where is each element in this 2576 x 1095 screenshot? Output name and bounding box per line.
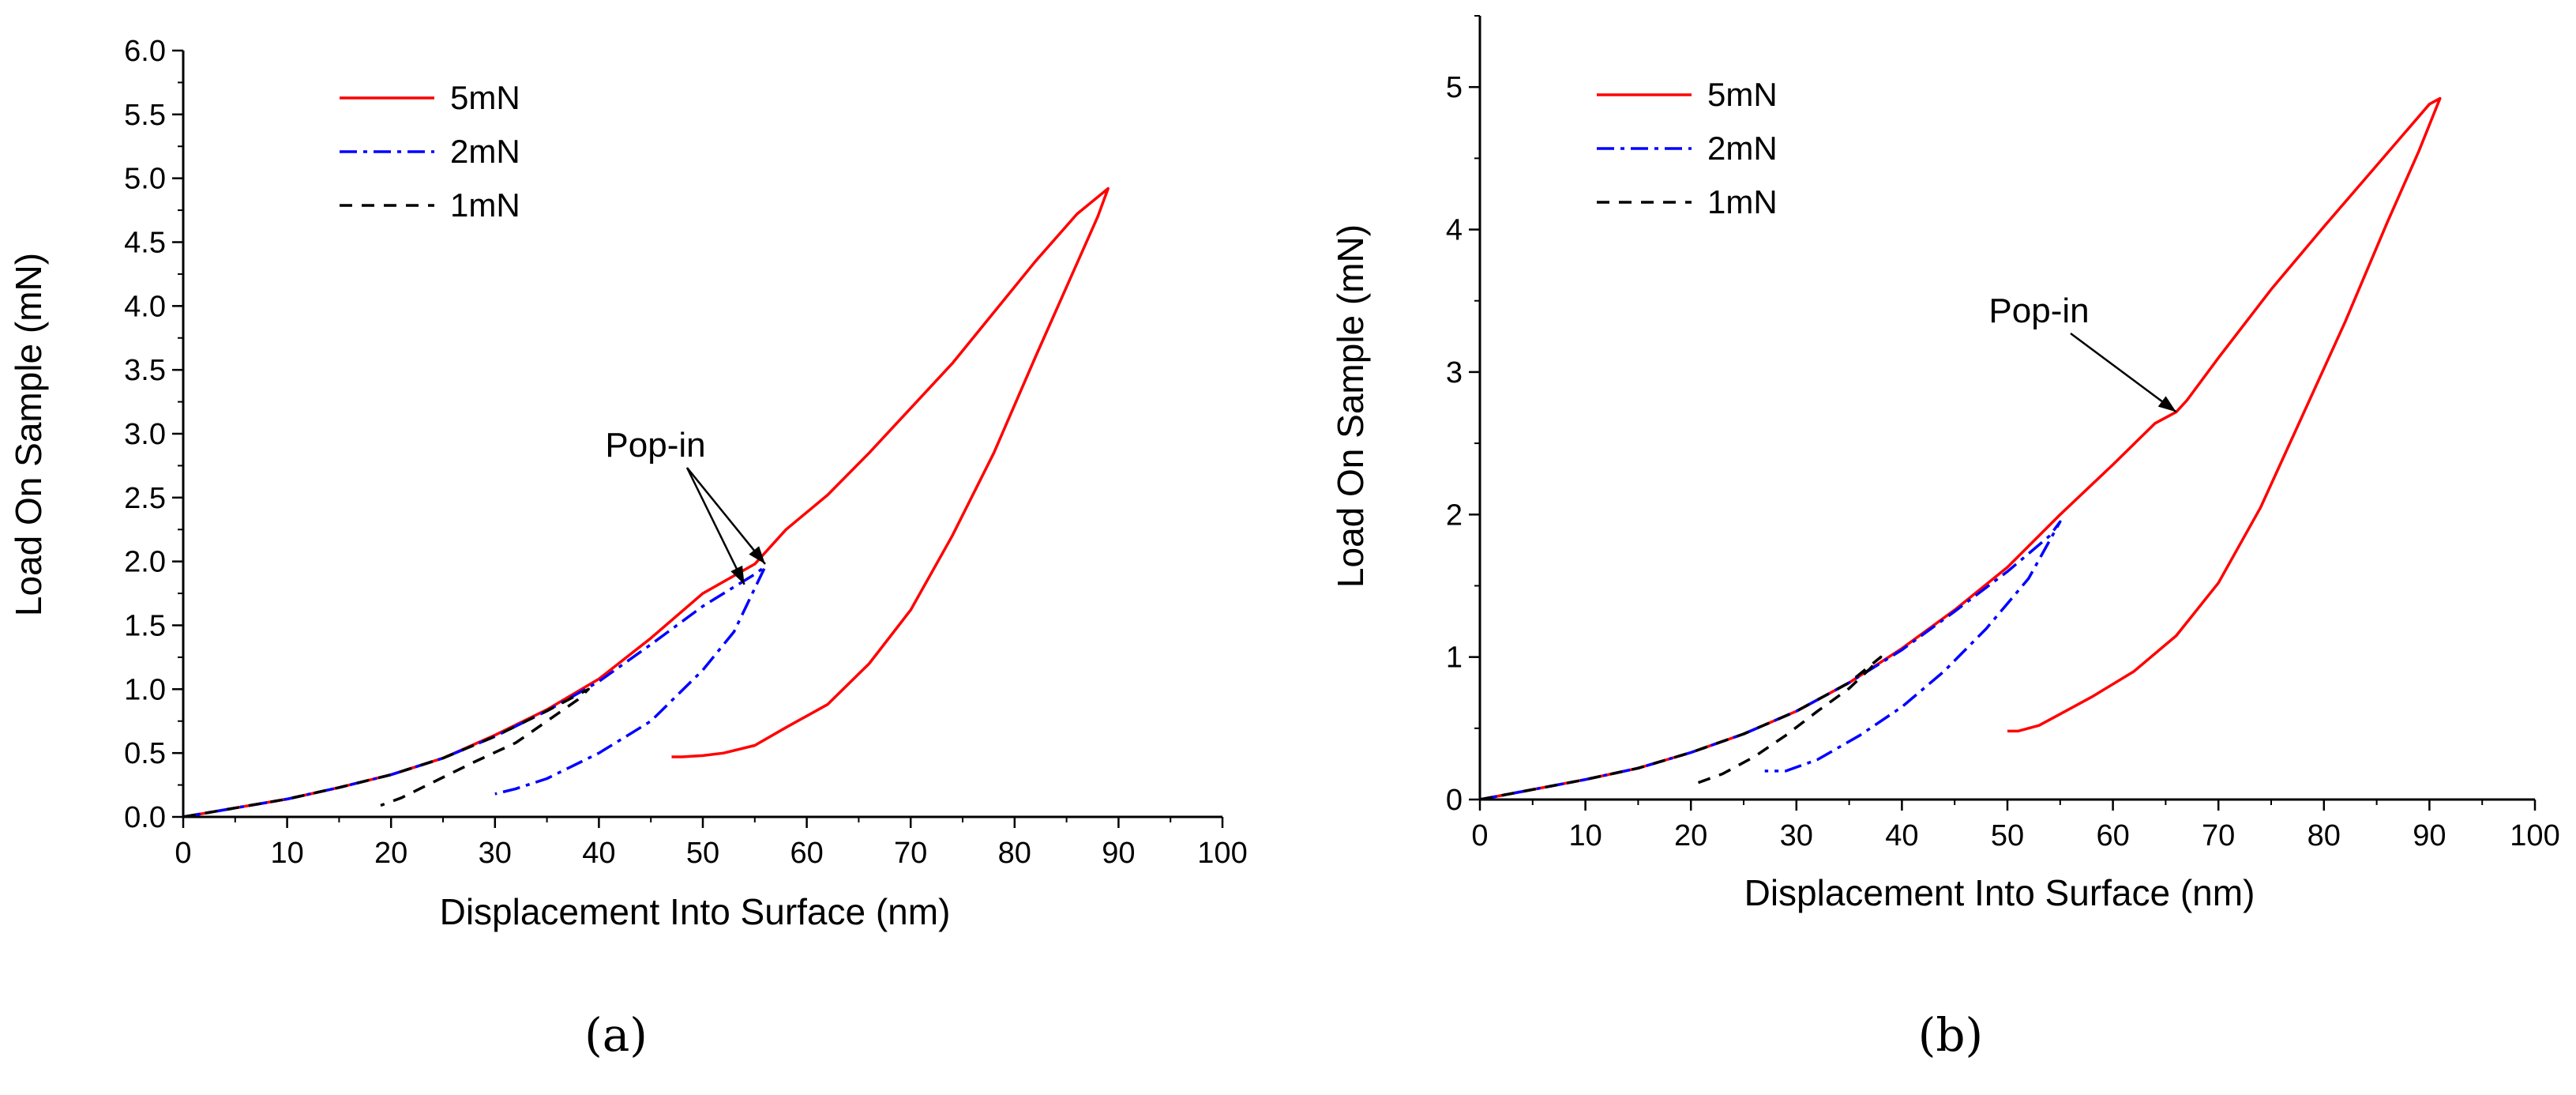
y-axis-title: Load On Sample (mN): [8, 253, 49, 616]
y-tick-label: 5.0: [124, 163, 166, 196]
x-tick-label: 0: [1471, 819, 1488, 852]
series-line-5mN: [182, 186, 1110, 818]
x-tick-label: 10: [1568, 819, 1602, 852]
x-tick-label: 30: [479, 837, 512, 870]
y-tick-label: 3.0: [124, 418, 166, 451]
y-tick-label: 1.0: [124, 673, 166, 706]
annotation-arrowhead: [730, 565, 745, 585]
x-tick-label: 10: [270, 837, 303, 870]
x-tick-label: 90: [1102, 837, 1135, 870]
x-tick-label: 70: [2202, 819, 2235, 852]
y-tick-label: 3: [1446, 356, 1463, 389]
y-tick-label: 1: [1446, 642, 1463, 675]
y-tick-label: 2.5: [124, 482, 166, 515]
y-tick-label: 0.5: [124, 737, 166, 770]
x-tick-label: 70: [894, 837, 927, 870]
x-tick-label: 80: [2308, 819, 2341, 852]
y-axis-title: Load On Sample (mN): [1330, 224, 1371, 588]
x-tick-label: 60: [2096, 819, 2129, 852]
series-line-2mN: [182, 565, 767, 818]
annotation-arrowhead: [2157, 396, 2176, 412]
y-tick-label: 4: [1446, 214, 1463, 247]
series-line-2mN: [1479, 520, 2062, 801]
legend-label: 2mN: [450, 133, 520, 170]
y-tick-label: 3.5: [124, 354, 166, 387]
chart-panel-a: 0 10 20 30 40 50 60 70 80 90 100 0.0 0.5 1.0 1.5 2.0 2.5…: [8, 35, 1248, 1062]
annotation-arrowhead: [749, 546, 765, 564]
x-tick-label: 50: [1991, 819, 2024, 852]
series-line-1mN: [182, 687, 590, 818]
panel-caption: (a): [584, 1008, 648, 1062]
x-axis-title: Displacement Into Surface (nm): [1744, 872, 2255, 913]
y-tick-label: 0: [1446, 784, 1463, 817]
annotation-arrow: [686, 467, 766, 565]
x-axis-title: Displacement Into Surface (nm): [440, 891, 951, 932]
x-tick-label: 80: [998, 837, 1031, 870]
annotation-label: Pop-in: [605, 426, 705, 465]
y-tick-label: 4.0: [124, 290, 166, 323]
annotation-arrow: [685, 467, 745, 585]
chart-panel-b: 0 10 20 30 40 50 60 70 80 90 100 0 1 2 3 4 5 Displacement…: [1330, 15, 2560, 1062]
annotation-label: Pop-in: [1988, 292, 2089, 330]
series-line-1mN: [1479, 655, 1883, 801]
y-tick-label: 2: [1446, 499, 1463, 532]
legend-label: 1mN: [1707, 183, 1778, 220]
y-tick-label: 0.0: [124, 801, 166, 834]
x-tick-label: 60: [790, 837, 823, 870]
y-tick-label: 5.5: [124, 99, 166, 132]
legend-label: 5mN: [450, 79, 520, 116]
y-tick-label: 4.5: [124, 227, 166, 260]
y-tick-label: 6.0: [124, 35, 166, 68]
x-tick-label: 20: [1674, 819, 1707, 852]
legend-label: 5mN: [1707, 76, 1778, 113]
y-tick-label: 5: [1446, 71, 1463, 104]
x-tick-label: 40: [1885, 819, 1918, 852]
legend-label: 1mN: [450, 186, 520, 224]
y-tick-label: 2.0: [124, 546, 166, 579]
x-tick-label: 20: [374, 837, 407, 870]
x-tick-label: 90: [2413, 819, 2446, 852]
x-tick-label: 40: [582, 837, 615, 870]
x-tick-label: 0: [175, 837, 191, 870]
x-tick-label: 30: [1780, 819, 1813, 852]
legend-label: 2mN: [1707, 130, 1778, 167]
y-tick-label: 1.5: [124, 610, 166, 643]
panel-caption: (b): [1918, 1008, 1983, 1062]
x-tick-label: 100: [1197, 837, 1247, 870]
x-tick-label: 50: [686, 837, 719, 870]
annotation-arrow: [2070, 332, 2177, 413]
x-tick-label: 100: [2510, 819, 2559, 852]
